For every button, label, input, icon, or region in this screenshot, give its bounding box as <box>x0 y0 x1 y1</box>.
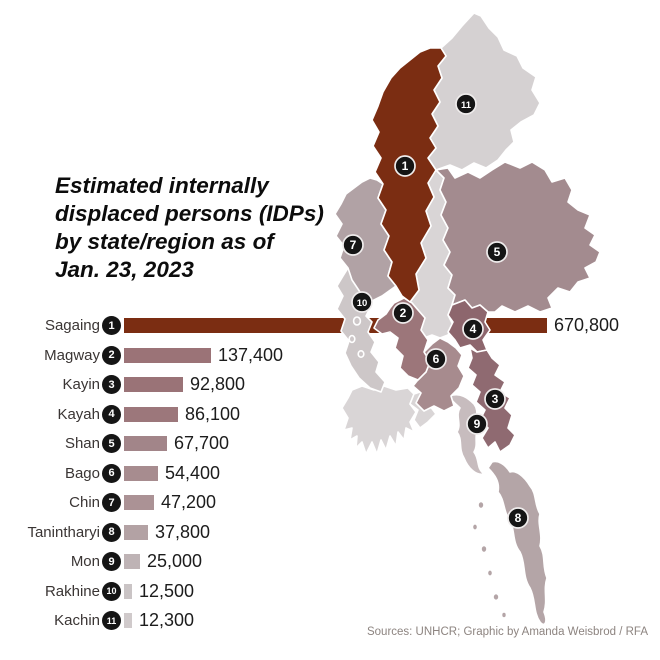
map-island <box>357 349 365 358</box>
map-island <box>477 500 485 510</box>
myanmar-map: 1 2 3 4 5 6 7 8 9 10 11 <box>334 12 601 626</box>
rank-badge: 9 <box>102 552 121 571</box>
value-bar <box>124 583 132 599</box>
svg-text:4: 4 <box>470 322 477 336</box>
value-label: 92,800 <box>190 374 246 394</box>
chart-row: Rakhine 10 12,500 <box>0 576 660 606</box>
value-bar <box>124 347 211 363</box>
region-label: Chin <box>69 494 100 511</box>
chart-title: Estimated internally displaced persons (… <box>55 173 324 282</box>
map-rank-badge: 11 <box>455 93 477 115</box>
svg-text:6: 6 <box>433 352 440 366</box>
svg-text:10: 10 <box>357 298 368 309</box>
svg-text:1: 1 <box>402 159 409 173</box>
rank-badge: 3 <box>102 375 121 394</box>
svg-text:5: 5 <box>494 245 501 259</box>
map-island <box>492 592 500 602</box>
chart-row: Kayah 4 86,100 <box>0 399 660 429</box>
chart-row: Magway 2 137,400 <box>0 340 660 370</box>
map-region-kachin <box>427 12 541 171</box>
value-bar <box>124 495 154 510</box>
svg-text:7: 7 <box>350 238 357 252</box>
map-rank-badge: 1 <box>394 155 416 177</box>
region-label: Shan <box>64 435 100 452</box>
chart-row: Kachin 11 12,300 <box>0 606 660 636</box>
region-label: Sagaing <box>44 317 100 334</box>
map-rank-badge: 9 <box>466 413 488 435</box>
value-label: 67,700 <box>174 433 230 453</box>
value-label: 47,200 <box>161 492 217 512</box>
region-label: Magway <box>44 346 100 364</box>
value-bar <box>124 524 148 540</box>
svg-text:2: 2 <box>400 306 407 320</box>
map-rank-badge: 4 <box>462 318 484 340</box>
map-rank-badge: 10 <box>351 291 373 313</box>
value-bar <box>124 436 167 451</box>
rank-badge: 11 <box>102 611 121 630</box>
rank-badge: 4 <box>102 404 121 424</box>
map-island <box>486 568 494 577</box>
value-bar <box>124 465 158 481</box>
value-bar <box>124 406 178 422</box>
chart-row: Shan 5 67,700 <box>0 429 660 459</box>
region-label: Kayin <box>62 376 100 393</box>
map-rank-badge: 7 <box>342 234 364 256</box>
value-label: 54,400 <box>165 462 221 483</box>
map-island <box>480 544 488 554</box>
rank-badge: 1 <box>102 316 121 335</box>
value-label: 25,000 <box>147 551 203 571</box>
value-label: 12,500 <box>139 580 195 601</box>
value-bar <box>124 554 140 569</box>
chart-row: Chin 7 47,200 <box>0 488 660 518</box>
map-region-shan <box>435 161 601 313</box>
svg-text:11: 11 <box>461 100 472 111</box>
value-bar <box>124 613 132 628</box>
value-bar <box>124 377 183 392</box>
source-credit: Sources: UNHCR; Graphic by Amanda Weisbr… <box>366 626 648 638</box>
region-label: Tanintharyi <box>27 523 100 541</box>
chart-row: Bago 6 54,400 <box>0 458 660 488</box>
map-rank-badge: 3 <box>484 388 506 410</box>
rank-badge: 6 <box>102 463 121 483</box>
rank-badge: 7 <box>102 493 121 512</box>
value-label: 137,400 <box>218 344 284 365</box>
chart-row: Tanintharyi 8 37,800 <box>0 517 660 547</box>
map-rank-badge: 8 <box>507 507 529 529</box>
rank-badge: 8 <box>102 522 121 542</box>
svg-text:3: 3 <box>492 392 499 406</box>
value-label: 86,100 <box>185 403 241 424</box>
region-label: Bago <box>64 464 100 482</box>
chart-row: Kayin 3 92,800 <box>0 370 660 400</box>
map-island <box>471 522 479 531</box>
value-label: 37,800 <box>155 521 211 542</box>
region-label: Rakhine <box>44 582 100 600</box>
value-label: 12,300 <box>139 610 195 630</box>
region-label: Mon <box>70 553 100 570</box>
chart-row: Mon 9 25,000 <box>0 547 660 577</box>
region-label: Kayah <box>57 405 100 423</box>
rank-badge: 10 <box>102 581 121 601</box>
map-region-ayeyarwady <box>341 385 417 455</box>
map-island <box>348 334 356 344</box>
map-rank-badge: 5 <box>486 241 508 263</box>
map-rank-badge: 6 <box>425 348 447 370</box>
map-region-magway <box>373 297 431 381</box>
rank-badge: 2 <box>102 345 121 365</box>
map-island <box>500 611 508 619</box>
map-island <box>352 316 362 326</box>
svg-text:8: 8 <box>515 511 522 525</box>
svg-text:9: 9 <box>474 417 481 431</box>
rank-badge: 5 <box>102 434 121 453</box>
region-label: Kachin <box>54 612 100 629</box>
value-label: 670,800 <box>554 315 620 335</box>
map-rank-badge: 2 <box>392 302 414 324</box>
